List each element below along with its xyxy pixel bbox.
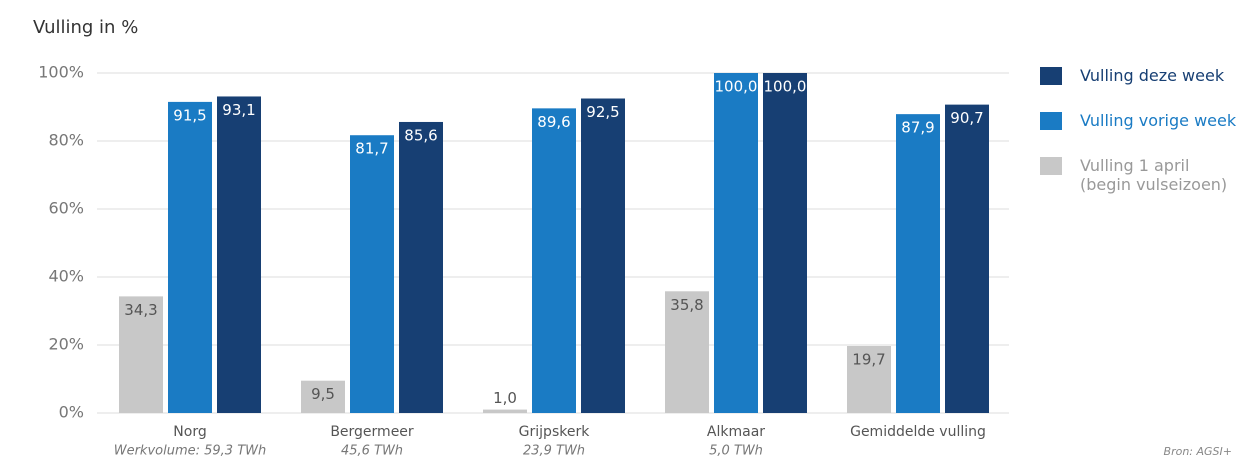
legend-item: Vulling vorige week <box>1040 111 1245 130</box>
y-tick-label: 40% <box>48 267 84 286</box>
bar <box>945 104 989 414</box>
value-label: 34,3 <box>124 301 157 319</box>
value-label: 100,0 <box>764 78 807 96</box>
bar <box>581 98 625 413</box>
value-label: 100,0 <box>715 78 758 96</box>
bar <box>399 121 443 414</box>
legend-label: Vulling deze week <box>1080 66 1225 85</box>
bar <box>350 135 394 413</box>
value-label: 9,5 <box>311 385 335 403</box>
category-note: 45,6 TWh <box>341 444 403 459</box>
bar <box>168 101 212 414</box>
bar <box>119 296 163 413</box>
y-tick-label: 80% <box>48 131 84 150</box>
value-label: 81,7 <box>355 140 388 158</box>
x-tick-label: Grijpskerk <box>519 424 591 440</box>
bar <box>532 108 576 414</box>
category-note: 5,0 TWh <box>709 444 763 459</box>
x-tick-label: Gemiddelde vulling <box>850 424 986 440</box>
bar <box>665 291 709 413</box>
value-label: 19,7 <box>852 351 885 369</box>
value-label: 92,5 <box>586 103 619 121</box>
legend-item: Vulling 1 april (begin vulseizoen) <box>1040 156 1245 194</box>
x-tick-label: Norg <box>173 424 206 440</box>
legend: Vulling deze week Vulling vorige week Vull… <box>1040 66 1245 220</box>
legend-label: Vulling 1 april (begin vulseizoen) <box>1080 156 1228 194</box>
value-label: 91,5 <box>173 106 206 124</box>
bar <box>896 114 940 413</box>
legend-swatch <box>1040 112 1062 130</box>
x-tick-label: Alkmaar <box>707 424 765 440</box>
value-label: 90,7 <box>950 109 983 127</box>
bar <box>217 96 261 414</box>
x-tick-label: Bergermeer <box>330 424 414 440</box>
value-label: 35,8 <box>670 296 703 314</box>
legend-swatch <box>1040 67 1062 85</box>
value-label: 93,1 <box>222 101 255 119</box>
y-tick-label: 20% <box>48 335 84 354</box>
category-note: Werkvolume: 59,3 TWh <box>114 444 267 459</box>
chart-title: Vulling in % <box>33 17 138 38</box>
bar <box>714 73 758 413</box>
bar <box>763 73 807 413</box>
value-label: 89,6 <box>537 113 570 131</box>
value-label: 1,0 <box>493 389 517 407</box>
y-tick-label: 100% <box>38 63 84 82</box>
category-note: 23,9 TWh <box>523 444 585 459</box>
bar <box>301 380 345 413</box>
source: Bron: AGSI+ <box>1164 445 1232 458</box>
value-label: 85,6 <box>404 126 437 144</box>
value-label: 87,9 <box>901 119 934 137</box>
legend-item: Vulling deze week <box>1040 66 1245 85</box>
legend-swatch <box>1040 157 1062 175</box>
legend-label: Vulling vorige week <box>1080 111 1237 130</box>
y-tick-label: 0% <box>59 403 84 422</box>
bar <box>483 409 527 413</box>
y-tick-label: 60% <box>48 199 84 218</box>
bar <box>847 346 891 413</box>
